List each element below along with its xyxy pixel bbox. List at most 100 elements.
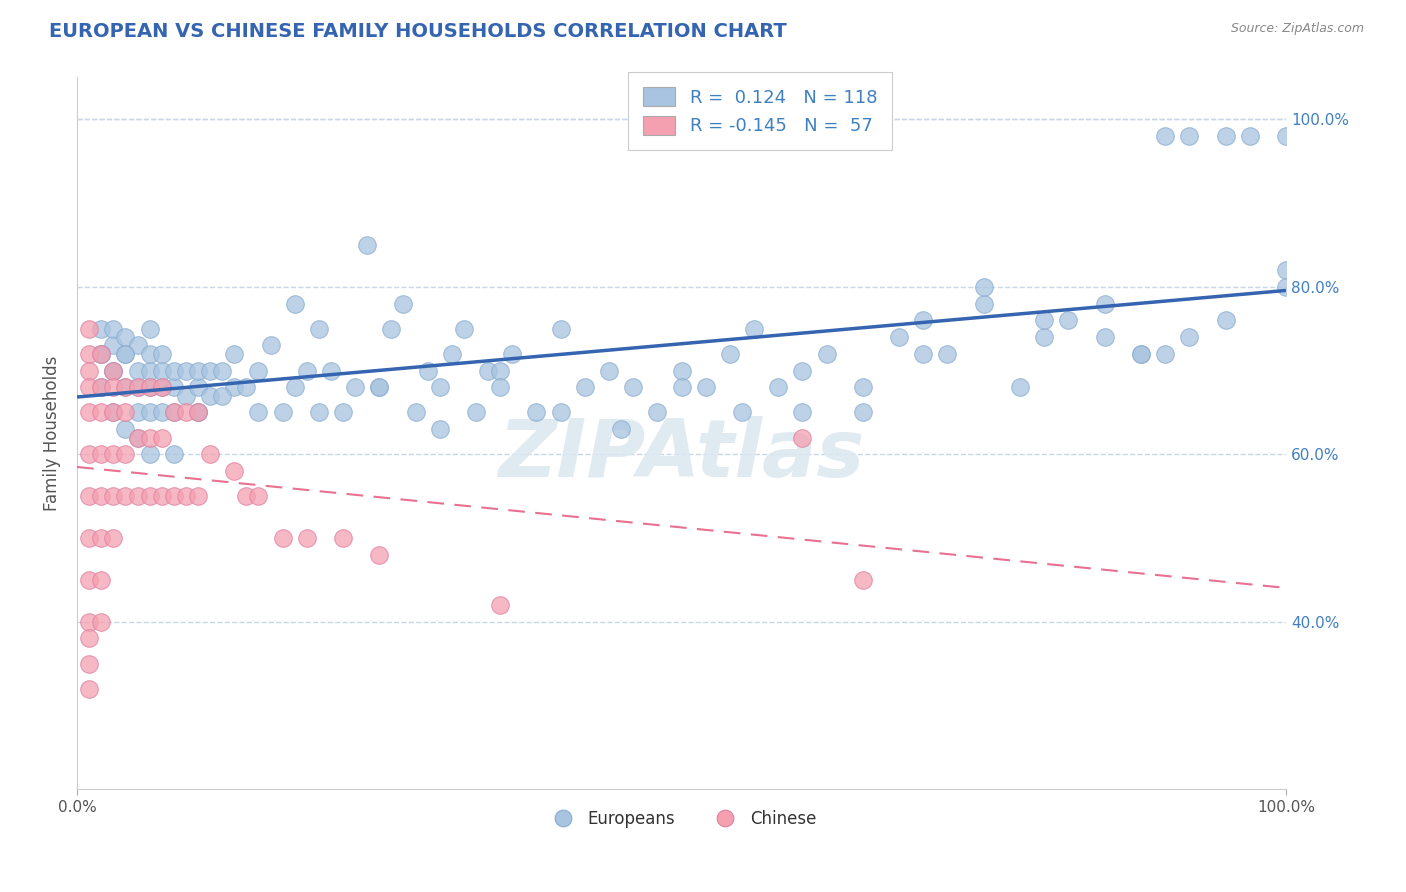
Point [1129, 347, 1152, 361]
Point [368, 380, 391, 394]
Point [114, 489, 136, 503]
Point [127, 380, 149, 394]
Point [114, 347, 136, 361]
Point [138, 321, 160, 335]
Point [1129, 347, 1152, 361]
Point [138, 489, 160, 503]
Point [405, 405, 427, 419]
Point [224, 464, 246, 478]
Point [127, 430, 149, 444]
Point [477, 363, 499, 377]
Point [671, 380, 693, 394]
Point [103, 321, 125, 335]
Point [163, 447, 186, 461]
Point [429, 380, 451, 394]
Point [852, 405, 875, 419]
Point [77, 380, 100, 394]
Point [138, 405, 160, 419]
Point [138, 380, 160, 394]
Point [163, 405, 186, 419]
Point [103, 489, 125, 503]
Point [416, 363, 439, 377]
Point [647, 405, 669, 419]
Point [127, 338, 149, 352]
Point [90, 489, 112, 503]
Point [198, 447, 221, 461]
Point [138, 347, 160, 361]
Point [1057, 313, 1080, 327]
Point [1154, 129, 1177, 144]
Point [77, 573, 100, 587]
Point [356, 238, 378, 252]
Point [1033, 313, 1056, 327]
Point [187, 489, 209, 503]
Point [489, 380, 512, 394]
Point [163, 489, 186, 503]
Point [501, 347, 523, 361]
Point [174, 363, 197, 377]
Point [77, 347, 100, 361]
Point [77, 681, 100, 696]
Point [150, 347, 173, 361]
Point [1215, 313, 1237, 327]
Point [163, 363, 186, 377]
Point [114, 380, 136, 394]
Point [77, 531, 100, 545]
Point [90, 447, 112, 461]
Point [150, 363, 173, 377]
Point [271, 531, 294, 545]
Point [271, 405, 294, 419]
Point [392, 296, 415, 310]
Text: Source: ZipAtlas.com: Source: ZipAtlas.com [1230, 22, 1364, 36]
Point [103, 363, 125, 377]
Point [295, 531, 318, 545]
Point [973, 280, 995, 294]
Point [174, 489, 197, 503]
Point [1275, 263, 1298, 277]
Point [103, 363, 125, 377]
Point [150, 405, 173, 419]
Point [163, 380, 186, 394]
Point [912, 347, 935, 361]
Point [1215, 129, 1237, 144]
Point [90, 380, 112, 394]
Point [150, 430, 173, 444]
Point [103, 363, 125, 377]
Point [1178, 330, 1201, 344]
Point [138, 380, 160, 394]
Point [792, 405, 814, 419]
Point [150, 380, 173, 394]
Point [792, 430, 814, 444]
Point [621, 380, 644, 394]
Point [887, 330, 910, 344]
Point [138, 363, 160, 377]
Point [114, 330, 136, 344]
Point [308, 321, 330, 335]
Point [103, 405, 125, 419]
Point [332, 531, 354, 545]
Point [768, 380, 790, 394]
Point [150, 380, 173, 394]
Point [247, 363, 270, 377]
Point [368, 548, 391, 562]
Point [77, 657, 100, 671]
Point [380, 321, 402, 335]
Point [198, 389, 221, 403]
Point [187, 405, 209, 419]
Point [1239, 129, 1261, 144]
Point [174, 389, 197, 403]
Point [465, 405, 488, 419]
Point [127, 430, 149, 444]
Point [103, 338, 125, 352]
Y-axis label: Family Households: Family Households [44, 356, 60, 511]
Point [936, 347, 959, 361]
Point [163, 405, 186, 419]
Point [1094, 330, 1116, 344]
Point [235, 380, 257, 394]
Point [852, 380, 875, 394]
Point [731, 405, 754, 419]
Point [247, 489, 270, 503]
Point [247, 405, 270, 419]
Point [1275, 129, 1298, 144]
Point [198, 363, 221, 377]
